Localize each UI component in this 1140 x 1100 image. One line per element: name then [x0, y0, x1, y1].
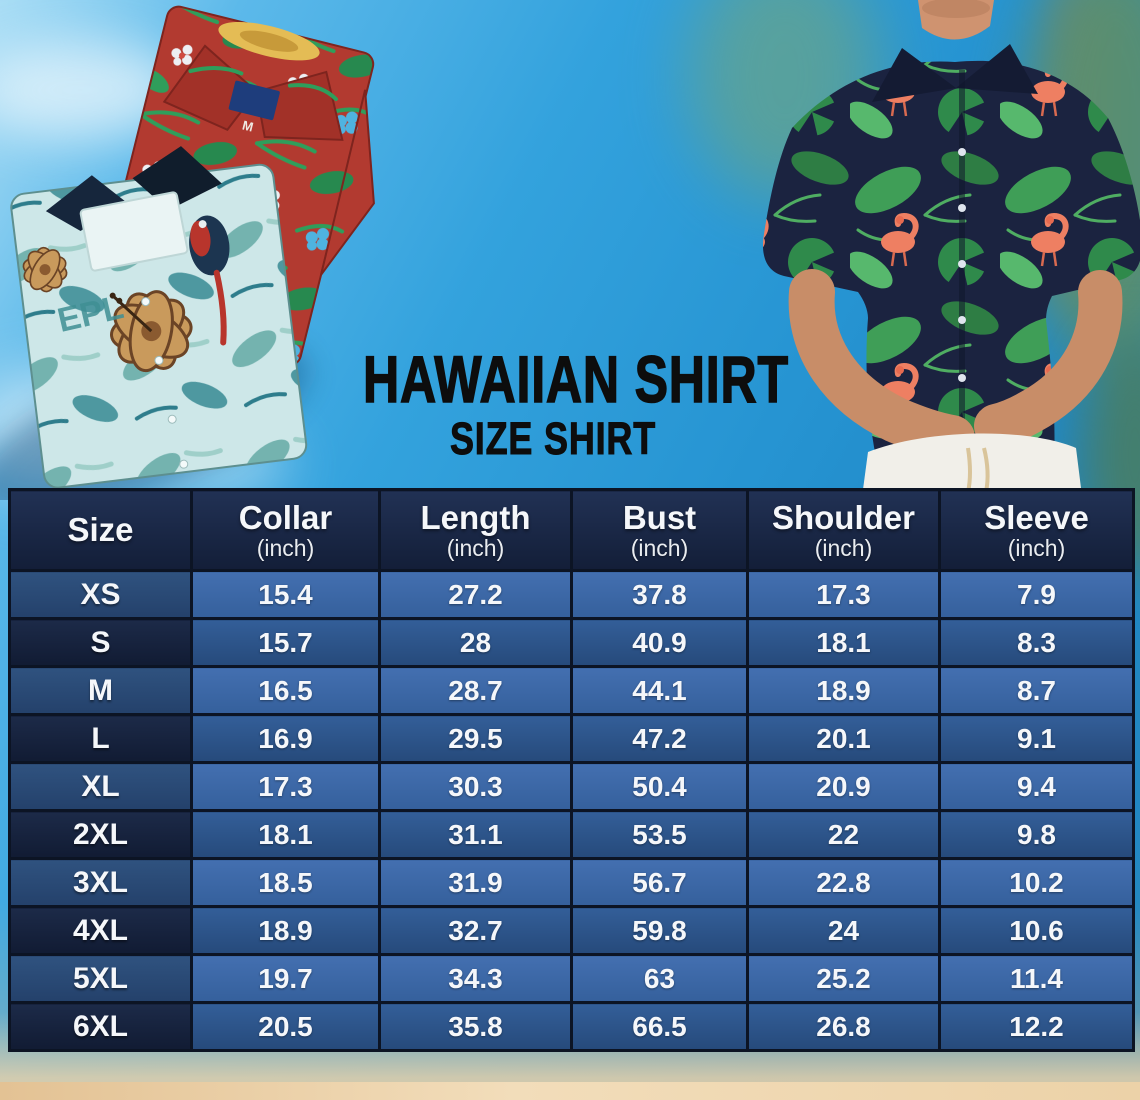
page-subtitle: SIZE SHIRT — [449, 413, 657, 464]
value-cell: 18.1 — [190, 809, 381, 860]
value-cell: 19.7 — [190, 953, 381, 1004]
value-cell: 10.6 — [938, 905, 1135, 956]
parrot-print — [189, 215, 230, 346]
row-4xl: 4XL 18.9 32.7 59.8 24 10.6 — [8, 905, 1135, 956]
row-m: M 16.5 28.7 44.1 18.9 8.7 — [8, 665, 1135, 716]
value-cell: 34.3 — [378, 953, 573, 1004]
value-cell: 8.7 — [938, 665, 1135, 716]
value-cell: 7.9 — [938, 569, 1135, 620]
col-header-shoulder: Shoulder (inch) — [746, 488, 941, 572]
value-cell: 8.3 — [938, 617, 1135, 668]
value-cell: 12.2 — [938, 1001, 1135, 1052]
value-cell: 9.1 — [938, 713, 1135, 764]
row-2xl: 2XL 18.1 31.1 53.5 22 9.8 — [8, 809, 1135, 860]
col-header-collar: Collar (inch) — [190, 488, 381, 572]
value-cell: 22 — [746, 809, 941, 860]
value-cell: 18.5 — [190, 857, 381, 908]
row-xl: XL 17.3 30.3 50.4 20.9 9.4 — [8, 761, 1135, 812]
value-cell: 9.4 — [938, 761, 1135, 812]
shirt-collar — [872, 48, 956, 102]
size-cell: 2XL — [8, 809, 193, 860]
size-cell: 6XL — [8, 1001, 193, 1052]
value-cell: 24 — [746, 905, 941, 956]
size-cell: L — [8, 713, 193, 764]
value-cell: 18.1 — [746, 617, 941, 668]
value-cell: 9.8 — [938, 809, 1135, 860]
page-title: HAWAIIAN SHIRT — [362, 342, 789, 416]
hibiscus-print-small — [22, 246, 68, 293]
value-cell: 59.8 — [570, 905, 749, 956]
chest-pocket — [79, 191, 189, 272]
value-cell: 26.8 — [746, 1001, 941, 1052]
row-xs: XS 15.4 27.2 37.8 17.3 7.9 — [8, 569, 1135, 620]
value-cell: 15.4 — [190, 569, 381, 620]
col-header-size: Size — [8, 488, 193, 572]
collar-tag — [228, 80, 280, 121]
header-row: Size Collar (inch) Length (inch) Bust (inch… — [8, 488, 1135, 572]
collar-tag-size-text: M — [241, 118, 255, 135]
size-cell: S — [8, 617, 193, 668]
value-cell: 30.3 — [378, 761, 573, 812]
value-cell: 17.3 — [190, 761, 381, 812]
value-cell: 22.8 — [746, 857, 941, 908]
value-cell: 29.5 — [378, 713, 573, 764]
row-3xl: 3XL 18.5 31.9 56.7 22.8 10.2 — [8, 857, 1135, 908]
col-header-sleeve: Sleeve (inch) — [938, 488, 1135, 572]
value-cell: 20.1 — [746, 713, 941, 764]
row-5xl: 5XL 19.7 34.3 63 25.2 11.4 — [8, 953, 1135, 1004]
value-cell: 25.2 — [746, 953, 941, 1004]
value-cell: 28.7 — [378, 665, 573, 716]
value-cell: 10.2 — [938, 857, 1135, 908]
size-cell: XS — [8, 569, 193, 620]
size-cell: XL — [8, 761, 193, 812]
row-l: L 16.9 29.5 47.2 20.1 9.1 — [8, 713, 1135, 764]
size-chart-table: Size Collar (inch) Length (inch) Bust (inch… — [8, 488, 1135, 1052]
title-block: HAWAIIAN SHIRT SIZE SHIRT — [303, 342, 803, 464]
value-cell: 56.7 — [570, 857, 749, 908]
teal-hawaiian-shirt: EPL — [10, 146, 308, 489]
value-cell: 32.7 — [378, 905, 573, 956]
size-cell: M — [8, 665, 193, 716]
value-cell: 35.8 — [378, 1001, 573, 1052]
size-cell: 4XL — [8, 905, 193, 956]
beach-sand-strip — [0, 1082, 1140, 1100]
value-cell: 11.4 — [938, 953, 1135, 1004]
row-s: S 15.7 28 40.9 18.1 8.3 — [8, 617, 1135, 668]
value-cell: 28 — [378, 617, 573, 668]
value-cell: 18.9 — [190, 905, 381, 956]
value-cell: 66.5 — [570, 1001, 749, 1052]
value-cell: 31.9 — [378, 857, 573, 908]
value-cell: 16.5 — [190, 665, 381, 716]
value-cell: 40.9 — [570, 617, 749, 668]
size-cell: 5XL — [8, 953, 193, 1004]
value-cell: 50.4 — [570, 761, 749, 812]
value-cell: 20.5 — [190, 1001, 381, 1052]
value-cell: 37.8 — [570, 569, 749, 620]
hibiscus-print — [109, 290, 193, 373]
man-left-arm — [788, 269, 975, 461]
col-header-bust: Bust (inch) — [570, 488, 749, 572]
value-cell: 17.3 — [746, 569, 941, 620]
man-shirt — [763, 60, 1140, 468]
value-cell: 15.7 — [190, 617, 381, 668]
value-cell: 44.1 — [570, 665, 749, 716]
value-cell: 18.9 — [746, 665, 941, 716]
value-cell: 31.1 — [378, 809, 573, 860]
value-cell: 63 — [570, 953, 749, 1004]
value-cell: 20.9 — [746, 761, 941, 812]
size-table-section: Size Collar (inch) Length (inch) Bust (inch… — [8, 488, 1135, 1052]
value-cell: 27.2 — [378, 569, 573, 620]
row-6xl: 6XL 20.5 35.8 66.5 26.8 12.2 — [8, 1001, 1135, 1052]
value-cell: 53.5 — [570, 809, 749, 860]
value-cell: 47.2 — [570, 713, 749, 764]
value-cell: 16.9 — [190, 713, 381, 764]
col-header-length: Length (inch) — [378, 488, 573, 572]
size-cell: 3XL — [8, 857, 193, 908]
